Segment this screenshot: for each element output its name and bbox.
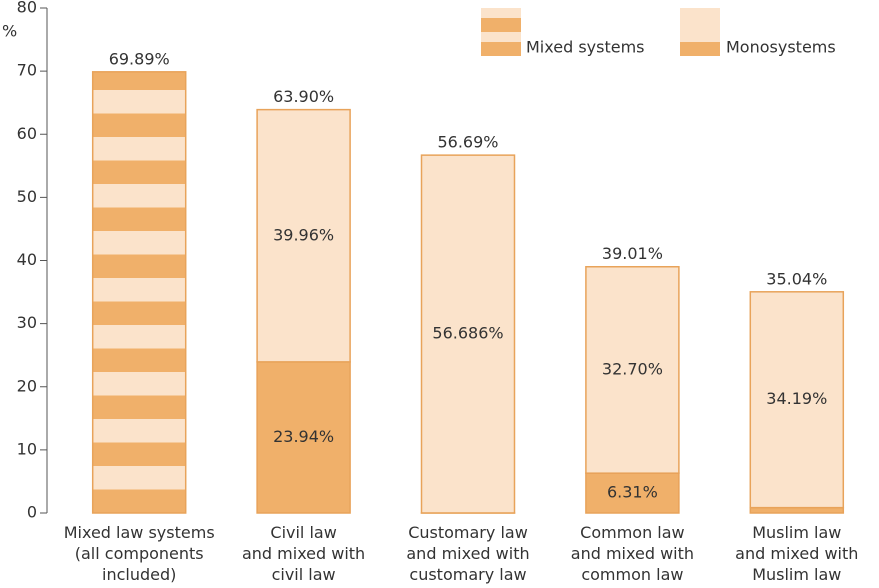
x-tick-label-line: and mixed with bbox=[242, 544, 365, 563]
y-tick-label: 0 bbox=[27, 503, 37, 522]
total-label: 63.90% bbox=[273, 87, 334, 106]
x-tick-label-line: (all components bbox=[75, 544, 204, 563]
legend-swatch bbox=[481, 42, 521, 56]
y-tick-label: 50 bbox=[17, 187, 37, 206]
bar-segment bbox=[420, 154, 516, 514]
value-label: 32.70% bbox=[602, 359, 663, 378]
bar-segment bbox=[91, 71, 187, 514]
y-tick-label: 10 bbox=[17, 439, 37, 458]
bar-segment bbox=[585, 265, 680, 474]
y-tick-label: 80 bbox=[17, 0, 37, 17]
legend-swatch bbox=[680, 8, 720, 42]
legend-label: Monosystems bbox=[726, 38, 836, 57]
legend-swatch bbox=[481, 8, 521, 18]
x-tick-label-line: and mixed with bbox=[406, 544, 529, 563]
y-tick-label: 40 bbox=[17, 250, 37, 269]
value-label: 34.19% bbox=[766, 389, 827, 408]
bar-segment bbox=[749, 291, 845, 509]
x-tick-label-line: Muslim law bbox=[752, 523, 841, 542]
value-label: 39.96% bbox=[273, 225, 334, 244]
y-tick-label: 20 bbox=[17, 376, 37, 395]
x-tick-label: Civil law and mixed with civil law bbox=[242, 523, 365, 584]
x-tick-label-line: and mixed with bbox=[735, 544, 858, 563]
x-tick-label-line: included) bbox=[102, 565, 176, 584]
x-tick-label-line: Civil law bbox=[270, 523, 336, 542]
legend-swatch bbox=[481, 32, 521, 42]
value-label: 6.31% bbox=[607, 483, 658, 502]
total-label: 69.89% bbox=[109, 49, 170, 68]
x-tick-label-line: customary law bbox=[409, 565, 526, 584]
legend-swatch bbox=[481, 18, 521, 32]
total-label: 35.04% bbox=[766, 269, 827, 288]
value-label: 56.686% bbox=[432, 324, 503, 343]
legend-label: Mixed systems bbox=[526, 38, 645, 57]
x-tick-label: Common law and mixed with common law bbox=[571, 523, 694, 584]
total-label: 39.01% bbox=[602, 244, 663, 263]
y-tick-label: 60 bbox=[17, 124, 37, 143]
y-axis-label: % bbox=[2, 22, 17, 41]
x-tick-label-line: Customary law bbox=[408, 523, 528, 542]
legend-swatch bbox=[680, 42, 720, 56]
y-tick-label: 30 bbox=[17, 313, 37, 332]
x-tick-label: Customary law and mixed with customary law bbox=[406, 523, 529, 584]
bar-segment bbox=[256, 108, 351, 363]
total-label: 56.69% bbox=[437, 133, 498, 152]
x-tick-label: Muslim law and mixed with Muslim law bbox=[735, 523, 858, 584]
x-tick-label-line: common law bbox=[581, 565, 683, 584]
x-tick-label-line: Muslim law bbox=[752, 565, 841, 584]
x-tick-label-line: Mixed law systems bbox=[64, 523, 215, 542]
x-tick-label-line: Common law bbox=[580, 523, 684, 542]
value-label: 23.94% bbox=[273, 427, 334, 446]
y-tick-label: 70 bbox=[17, 61, 37, 80]
x-tick-label: Mixed law systems (all components included… bbox=[64, 523, 215, 584]
x-tick-label-line: and mixed with bbox=[571, 544, 694, 563]
x-tick-label-line: civil law bbox=[272, 565, 336, 584]
legend: Mixed systems Monosystems bbox=[481, 8, 836, 57]
